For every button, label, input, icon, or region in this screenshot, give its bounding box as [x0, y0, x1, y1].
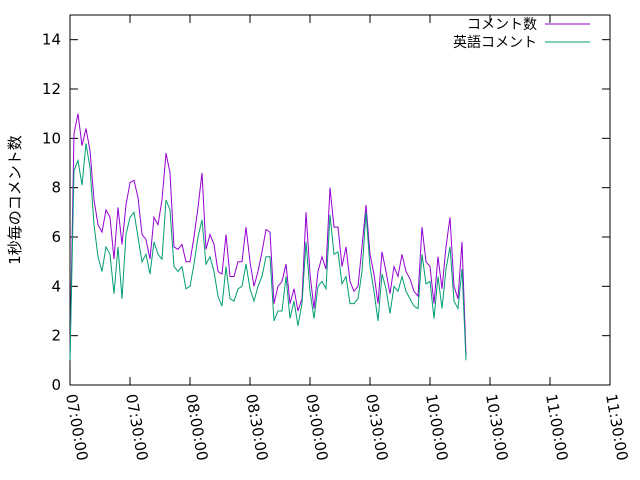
x-tick-label: 10:30:00	[482, 393, 511, 462]
x-tick-label: 07:00:00	[62, 393, 91, 462]
y-tick-label: 12	[42, 80, 61, 98]
y-tick-label: 10	[42, 129, 61, 147]
x-tick-label: 08:00:00	[182, 393, 211, 462]
series-line-2	[69, 143, 467, 361]
x-tick-label: 08:30:00	[242, 393, 271, 462]
ticks	[69, 15, 611, 386]
y-tick-label: 2	[51, 327, 61, 345]
x-tick-label: 09:00:00	[302, 393, 331, 462]
y-axis-label: 1秒毎のコメント数	[6, 135, 24, 265]
x-tick-label: 07:30:00	[122, 393, 151, 462]
series-line-1	[69, 113, 467, 356]
y-tick-label: 4	[51, 277, 61, 295]
x-tick-label: 10:00:00	[422, 393, 451, 462]
plot-frame	[69, 14, 611, 386]
tick-labels: 0 2 4 6 8 10 12 14 07:00:00 07:30:00 08:00:00 08:30…	[42, 31, 632, 462]
x-tick-label: 11:00:00	[542, 393, 571, 462]
legend-label-2: 英語コメント	[453, 34, 537, 51]
legend-label-1: コメント数	[467, 17, 537, 33]
x-tick-label: 09:30:00	[362, 393, 391, 462]
y-tick-label: 0	[51, 376, 61, 394]
y-tick-label: 14	[42, 31, 61, 49]
series-layer	[69, 113, 467, 361]
x-tick-label: 11:30:00	[602, 393, 631, 462]
y-tick-label: 8	[51, 179, 61, 197]
y-tick-label: 6	[51, 228, 61, 246]
